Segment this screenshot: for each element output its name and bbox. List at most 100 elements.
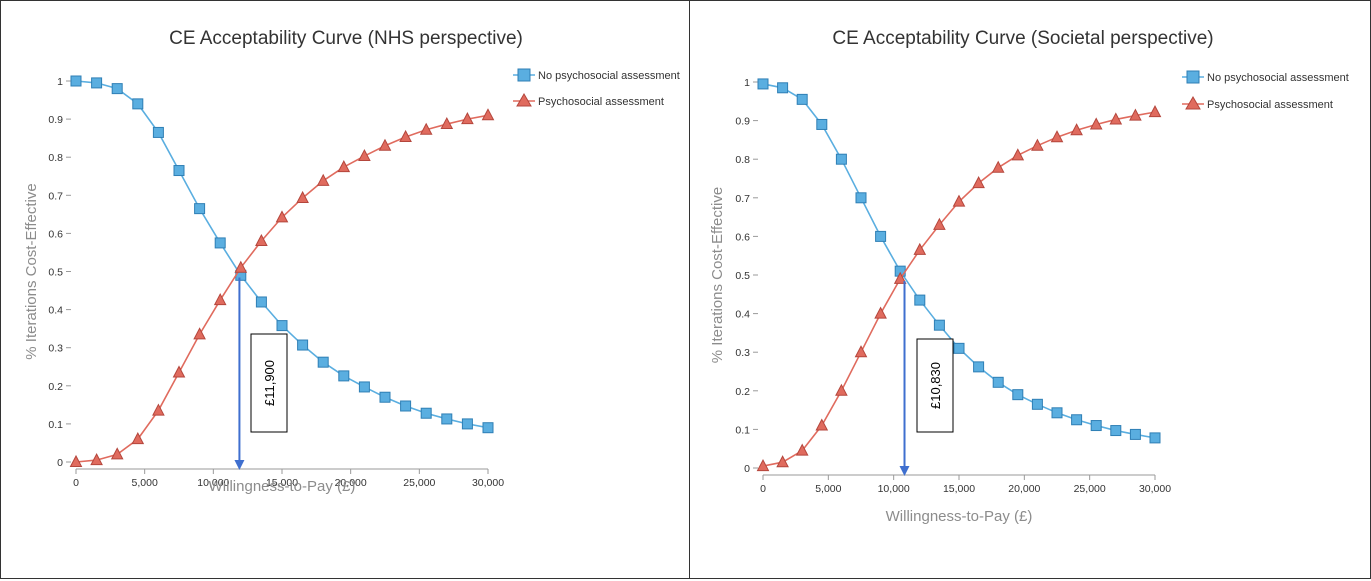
data-point-assessment xyxy=(933,217,946,230)
y-tick-label: 1 xyxy=(744,77,750,89)
data-point-no-assessment xyxy=(914,294,926,306)
data-point-no-assessment xyxy=(875,230,887,242)
y-tick-label: 0.7 xyxy=(735,193,750,205)
y-tick-label: 0.2 xyxy=(735,386,750,398)
y-tick-label: 0.5 xyxy=(48,267,63,279)
legend-marker-triangle xyxy=(1185,96,1201,110)
y-tick-label: 0.4 xyxy=(735,309,750,321)
data-point-assessment xyxy=(255,233,268,247)
data-point-assessment xyxy=(358,148,371,162)
x-tick-label: 25,000 xyxy=(403,477,435,489)
x-axis-label: Willingness-to-Pay (£) xyxy=(886,508,1033,525)
data-point-no-assessment xyxy=(835,153,847,165)
data-point-assessment xyxy=(110,447,124,460)
data-point-no-assessment xyxy=(297,339,309,351)
y-tick-label: 0.5 xyxy=(735,270,750,282)
data-point-assessment xyxy=(1050,130,1064,143)
chart-title: CE Acceptability Curve (NHS perspective) xyxy=(169,28,523,49)
data-point-assessment xyxy=(440,116,454,130)
y-tick-label: 0.8 xyxy=(48,152,63,164)
data-point-no-assessment xyxy=(420,407,432,419)
data-point-no-assessment xyxy=(70,75,82,87)
data-point-no-assessment xyxy=(1110,425,1122,437)
data-point-no-assessment xyxy=(338,370,350,382)
y-tick-label: 0.7 xyxy=(48,190,63,202)
series-line-assessment xyxy=(762,111,1156,467)
chart-panel-societal: CE Acceptability Curve (Societal perspec… xyxy=(689,0,1371,579)
data-point-assessment xyxy=(835,383,848,396)
chart-svg-nhs: CE Acceptability Curve (NHS perspective)… xyxy=(23,28,680,495)
y-tick-label: 0 xyxy=(57,457,63,469)
y-tick-label: 0.6 xyxy=(735,231,750,243)
x-tick-label: 0 xyxy=(73,477,79,489)
data-point-assessment xyxy=(193,327,206,340)
legend-label: No psychosocial assessment xyxy=(538,70,680,82)
series-line-no-assessment xyxy=(762,83,1156,439)
data-point-assessment xyxy=(1011,148,1025,161)
x-tick-label: 5,000 xyxy=(815,483,841,495)
threshold-label: £10,830 xyxy=(928,362,943,409)
x-tick-label: 10,000 xyxy=(197,477,229,489)
x-tick-label: 15,000 xyxy=(943,483,975,495)
data-point-no-assessment xyxy=(482,422,494,434)
data-point-assessment xyxy=(90,453,103,466)
data-point-assessment xyxy=(1148,105,1162,118)
data-point-no-assessment xyxy=(111,83,123,95)
data-point-assessment xyxy=(1089,117,1103,130)
x-tick-label: 25,000 xyxy=(1074,483,1106,495)
data-point-assessment xyxy=(893,271,907,284)
y-tick-label: 0.1 xyxy=(48,419,63,431)
data-point-no-assessment xyxy=(276,320,288,332)
y-tick-label: 0.2 xyxy=(48,381,63,393)
y-tick-label: 0.8 xyxy=(735,154,750,166)
data-point-assessment xyxy=(756,458,770,472)
legend-marker-square xyxy=(517,68,531,82)
data-point-assessment xyxy=(378,138,392,151)
x-tick-label: 30,000 xyxy=(472,477,504,489)
data-point-no-assessment xyxy=(317,356,329,368)
data-point-no-assessment xyxy=(1090,420,1102,432)
data-point-no-assessment xyxy=(379,391,391,403)
data-point-assessment xyxy=(1070,123,1083,136)
x-tick-label: 20,000 xyxy=(1008,483,1040,495)
y-tick-label: 0.6 xyxy=(48,228,63,240)
threshold-arrow-head xyxy=(234,460,245,470)
x-tick-label: 20,000 xyxy=(335,477,367,489)
data-point-assessment xyxy=(776,455,789,468)
data-point-assessment xyxy=(1031,138,1044,151)
data-point-assessment xyxy=(316,173,330,186)
x-tick-label: 10,000 xyxy=(878,483,910,495)
y-tick-label: 0.4 xyxy=(48,305,63,317)
data-point-no-assessment xyxy=(173,165,185,177)
data-point-assessment xyxy=(399,129,412,143)
data-point-assessment xyxy=(234,260,248,273)
data-point-no-assessment xyxy=(441,413,453,425)
data-point-no-assessment xyxy=(1129,428,1141,440)
data-point-assessment xyxy=(874,306,887,319)
data-point-no-assessment xyxy=(816,118,828,130)
data-point-assessment xyxy=(913,242,927,255)
data-point-no-assessment xyxy=(461,418,473,430)
data-point-assessment xyxy=(1109,112,1123,125)
x-tick-label: 15,000 xyxy=(266,477,298,489)
threshold-label: £11,900 xyxy=(262,360,277,406)
data-point-no-assessment xyxy=(91,77,103,89)
data-point-assessment xyxy=(213,292,227,306)
data-point-no-assessment xyxy=(358,381,370,393)
legend-label: Psychosocial assessment xyxy=(1207,99,1333,111)
threshold-label-box xyxy=(250,333,288,433)
data-point-assessment xyxy=(69,454,83,467)
legend-marker-triangle xyxy=(516,93,532,107)
data-point-no-assessment xyxy=(973,361,985,373)
x-tick-label: 5,000 xyxy=(132,477,158,489)
y-axis-label: % Iterations Cost-Effective xyxy=(709,187,726,363)
legend-marker-square xyxy=(1186,70,1200,84)
data-point-assessment xyxy=(152,403,165,416)
data-point-no-assessment xyxy=(1031,398,1043,410)
data-point-no-assessment xyxy=(1012,389,1024,401)
data-point-no-assessment xyxy=(255,296,267,308)
data-point-assessment xyxy=(815,418,829,431)
data-point-no-assessment xyxy=(855,192,867,204)
y-tick-label: 0.9 xyxy=(735,116,750,128)
y-tick-label: 0.1 xyxy=(735,424,750,436)
